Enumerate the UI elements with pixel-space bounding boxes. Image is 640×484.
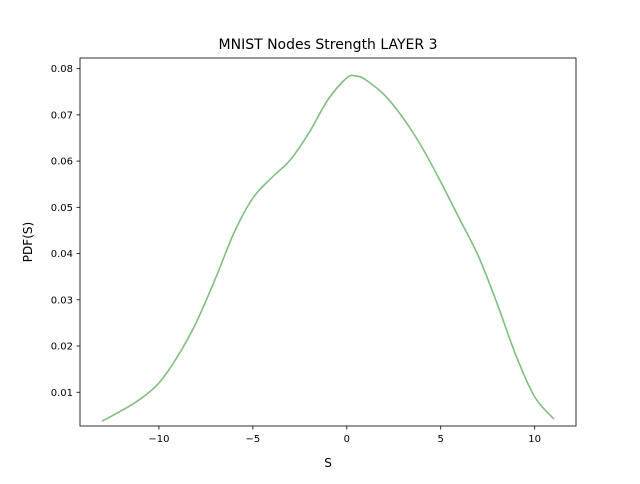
x-tick-label: 10 <box>528 434 541 445</box>
x-tick-label: −10 <box>148 434 169 445</box>
x-tick-label: 5 <box>438 434 444 445</box>
y-tick-label: 0.06 <box>51 157 73 168</box>
x-axis: −10 −5 0 5 10 <box>148 426 541 445</box>
y-tick-label: 0.03 <box>51 295 73 306</box>
chart-title: MNIST Nodes Strength LAYER 3 <box>219 37 438 53</box>
y-tick-label: 0.02 <box>51 342 73 353</box>
y-tick-label: 0.08 <box>51 64 73 75</box>
x-axis-label: S <box>324 456 332 470</box>
y-axis: 0.01 0.02 0.03 0.04 0.05 0.06 0.07 0.08 <box>51 64 80 399</box>
y-tick-label: 0.05 <box>51 203 73 214</box>
y-tick-label: 0.04 <box>51 249 73 260</box>
axes-frame <box>79 57 577 427</box>
y-tick-label: 0.01 <box>51 388 73 399</box>
y-tick-label: 0.07 <box>51 110 73 121</box>
y-axis-label: PDF(S) <box>21 222 35 262</box>
x-tick-label: −5 <box>245 434 260 445</box>
x-tick-label: 0 <box>344 434 350 445</box>
plot-area <box>101 74 555 422</box>
series-line-0 <box>101 74 555 422</box>
